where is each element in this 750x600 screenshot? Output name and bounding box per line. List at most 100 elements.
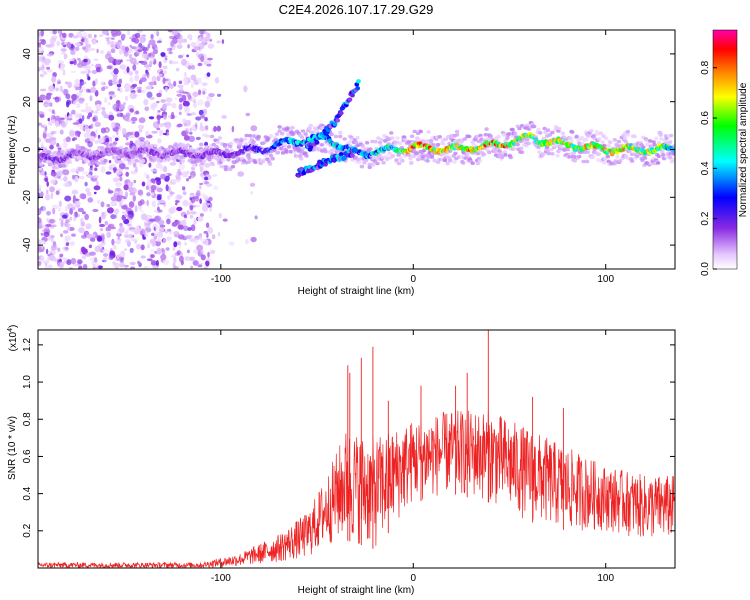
noise-speckle <box>118 226 125 234</box>
track-halo <box>230 164 236 169</box>
noise-speckle <box>81 255 87 260</box>
spec-xtick-label: 100 <box>597 274 614 285</box>
noise-speckle <box>250 236 257 243</box>
noise-speckle <box>93 34 97 38</box>
track-halo <box>536 145 541 149</box>
noise-speckle <box>149 60 153 68</box>
noise-speckle <box>62 230 69 234</box>
noise-speckle <box>94 191 97 195</box>
noise-speckle <box>46 211 51 216</box>
noise-speckle <box>166 236 172 241</box>
noise-speckle <box>213 185 219 190</box>
noise-speckle <box>74 46 80 52</box>
noise-speckle <box>190 112 197 116</box>
noise-speckle <box>131 83 138 88</box>
track-halo <box>353 140 358 144</box>
noise-speckle <box>39 88 47 92</box>
noise-speckle <box>94 245 101 253</box>
noise-speckle <box>42 131 47 139</box>
noise-speckle <box>106 203 111 208</box>
noise-speckle <box>113 68 119 75</box>
track-halo <box>58 164 63 168</box>
track-halo <box>270 156 275 161</box>
noise-speckle <box>95 129 98 135</box>
noise-speckle <box>178 54 183 59</box>
noise-speckle <box>185 234 193 239</box>
noise-speckle <box>142 88 146 94</box>
noise-speckle <box>189 238 196 242</box>
noise-speckle <box>76 103 81 109</box>
noise-speckle <box>108 160 112 164</box>
noise-speckle <box>94 257 98 263</box>
noise-speckle <box>80 217 84 224</box>
noise-speckle <box>137 229 141 234</box>
noise-speckle <box>206 72 211 77</box>
noise-speckle <box>202 90 206 95</box>
noise-speckle <box>152 265 159 269</box>
noise-speckle <box>110 226 116 230</box>
noise-speckle <box>41 58 46 64</box>
noise-speckle <box>50 179 56 185</box>
track-halo <box>461 161 466 165</box>
noise-speckle <box>129 261 136 266</box>
noise-speckle <box>92 116 96 122</box>
spec-ytick-label: 0 <box>22 146 33 152</box>
track-halo <box>274 132 280 136</box>
snr-ytick-label: 0.2 <box>22 523 33 537</box>
noise-speckle <box>182 199 189 207</box>
noise-speckle <box>121 45 126 51</box>
noise-speckle <box>217 93 222 97</box>
noise-speckle <box>152 106 156 111</box>
track-halo <box>355 135 360 140</box>
track-halo <box>153 143 158 148</box>
noise-speckle <box>166 218 171 225</box>
noise-speckle <box>78 227 85 234</box>
noise-speckle <box>208 196 213 202</box>
lower-branch-point <box>342 155 347 161</box>
noise-speckle <box>175 199 180 203</box>
track-halo <box>408 156 413 161</box>
noise-speckle <box>196 244 204 252</box>
noise-speckle <box>106 50 111 57</box>
track-halo <box>54 166 60 170</box>
track-halo <box>395 136 400 140</box>
noise-speckle <box>56 143 60 147</box>
track-halo <box>275 150 281 155</box>
noise-speckle <box>119 202 123 207</box>
noise-speckle <box>128 71 134 76</box>
track-halo <box>323 149 328 154</box>
track-halo <box>279 146 284 151</box>
noise-speckle <box>87 197 94 203</box>
noise-speckle <box>69 241 75 246</box>
noise-speckle <box>61 257 68 260</box>
noise-speckle <box>108 255 114 261</box>
noise-speckle <box>102 253 109 257</box>
track-halo <box>538 131 543 135</box>
noise-speckle <box>100 127 106 134</box>
noise-speckle <box>182 130 189 136</box>
noise-speckle <box>73 100 76 106</box>
noise-speckle <box>112 261 117 266</box>
noise-speckle <box>121 205 128 210</box>
track-halo <box>314 128 320 132</box>
noise-speckle <box>69 216 72 221</box>
track-halo <box>442 158 448 163</box>
track-halo <box>590 155 596 160</box>
noise-speckle <box>145 185 150 191</box>
noise-speckle <box>205 31 209 37</box>
track-halo <box>670 158 675 162</box>
noise-speckle <box>164 86 168 93</box>
track-halo <box>512 146 517 151</box>
noise-speckle <box>140 61 148 65</box>
noise-speckle <box>143 53 148 60</box>
noise-speckle <box>148 218 156 222</box>
noise-speckle <box>140 255 146 259</box>
track-halo <box>453 151 458 156</box>
noise-speckle <box>74 78 81 86</box>
noise-speckle <box>57 60 64 64</box>
noise-speckle <box>203 54 208 61</box>
track-halo <box>96 161 101 166</box>
noise-speckle <box>128 201 135 208</box>
track-halo <box>602 160 607 165</box>
noise-speckle <box>186 178 189 182</box>
